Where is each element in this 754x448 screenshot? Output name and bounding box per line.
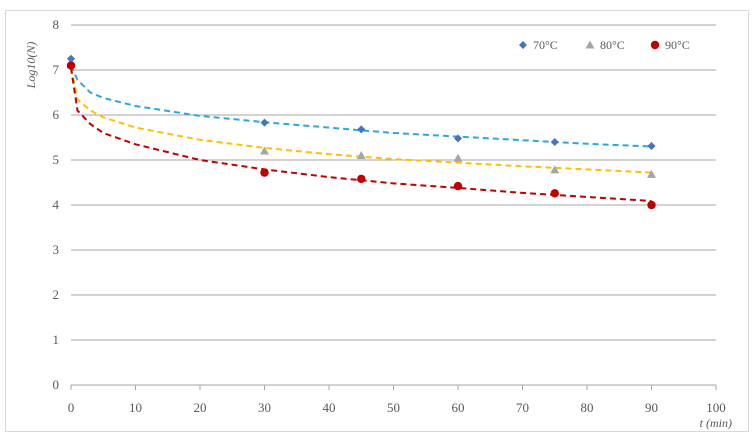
- x-tick-label-20: 20: [194, 400, 207, 415]
- y-tick-label-4: 4: [53, 197, 60, 212]
- x-tick-label-80: 80: [581, 400, 594, 415]
- x-axis-title: t (min): [700, 416, 732, 430]
- point-70°C-90: [647, 142, 656, 151]
- y-tick-label-6: 6: [53, 107, 60, 122]
- data-points: [66, 54, 656, 210]
- grid-lines: [71, 24, 716, 341]
- point-90°C-60: [453, 181, 463, 191]
- y-tick-label-3: 3: [53, 242, 60, 257]
- point-70°C-30: [260, 118, 269, 127]
- x-tick-label-30: 30: [258, 400, 271, 415]
- y-tick-label-5: 5: [53, 152, 60, 167]
- point-80°C-30: [260, 146, 269, 155]
- point-90°C-75: [550, 189, 559, 198]
- y-tick-label-7: 7: [53, 62, 60, 77]
- x-tick-label-100: 100: [706, 400, 726, 415]
- legend-marker-70°C: [519, 41, 527, 49]
- point-70°C-0: [67, 54, 75, 63]
- point-70°C-60: [454, 134, 462, 143]
- legend-marker-90°C: [650, 40, 660, 50]
- point-80°C-45: [356, 151, 366, 159]
- x-tick-label-0: 0: [68, 400, 75, 415]
- x-tick-label-50: 50: [387, 400, 400, 415]
- y-tick-label-8: 8: [53, 17, 60, 32]
- x-tick-label-10: 10: [129, 400, 142, 415]
- point-70°C-75: [550, 138, 559, 146]
- point-70°C-45: [357, 125, 366, 134]
- point-90°C-0: [66, 61, 76, 70]
- legend-label-90°C: 90°C: [665, 38, 690, 52]
- x-tick-label-90: 90: [645, 400, 658, 415]
- y-tick-label-2: 2: [53, 287, 60, 302]
- point-80°C-75: [550, 165, 560, 174]
- legend: 70°C 80°C 90°C: [519, 38, 690, 52]
- legend-marker-80°C: [585, 40, 595, 49]
- chart-border: [5, 10, 749, 432]
- legend-label-80°C: 80°C: [600, 38, 625, 52]
- point-90°C-90: [647, 200, 656, 210]
- x-tick-label-40: 40: [323, 400, 336, 415]
- legend-label-70°C: 70°C: [533, 38, 558, 52]
- point-90°C-30: [260, 168, 269, 177]
- y-tick-label-0: 0: [53, 377, 60, 392]
- x-tick-label-70: 70: [516, 400, 529, 415]
- y-tick-label-1: 1: [53, 332, 60, 347]
- point-90°C-45: [357, 174, 366, 184]
- axes: [70, 384, 717, 390]
- point-80°C-60: [453, 153, 463, 162]
- point-80°C-90: [647, 169, 656, 178]
- y-axis-title: Log10(N): [24, 42, 38, 90]
- x-tick-label-60: 60: [452, 400, 465, 415]
